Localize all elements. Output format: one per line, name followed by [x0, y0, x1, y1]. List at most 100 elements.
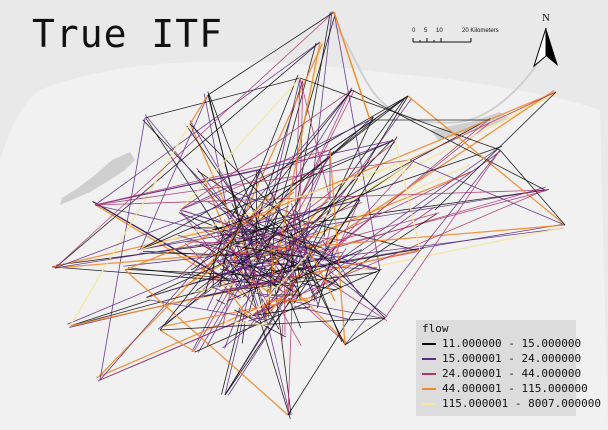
flow-line	[301, 190, 547, 256]
flow-line	[208, 94, 262, 233]
flow-line	[149, 299, 266, 321]
flow-line	[299, 77, 501, 151]
flow-line	[159, 317, 386, 331]
flow-line	[256, 293, 283, 298]
legend-label-2: 15.000001 - 24.000000	[442, 352, 582, 365]
legend-label-3: 24.000001 - 44.000000	[442, 367, 582, 380]
flow-line	[250, 306, 311, 317]
scale-label-10: 10	[436, 28, 443, 34]
flow-line	[291, 203, 299, 234]
flow-line	[267, 191, 295, 215]
flow-line	[195, 244, 267, 259]
flow-line	[99, 89, 353, 381]
flow-line	[299, 77, 331, 201]
flow-line	[234, 309, 287, 338]
flow-line	[232, 191, 289, 213]
flow-line	[333, 11, 371, 121]
flow-line	[302, 282, 337, 291]
flow-line	[305, 254, 310, 271]
flow-line	[250, 234, 253, 246]
flow-line	[242, 145, 503, 236]
flow-line	[54, 139, 396, 269]
flow-line	[206, 277, 246, 346]
flow-line	[206, 238, 240, 311]
flow-line	[275, 249, 321, 286]
flow-line	[94, 204, 381, 271]
flow-line	[199, 243, 216, 254]
legend-swatch-5	[422, 403, 436, 405]
flow-line	[293, 305, 354, 321]
north-arrow: N	[532, 12, 560, 68]
legend-item-1: 11.000000 - 15.000000	[420, 336, 592, 352]
flow-line	[282, 215, 419, 252]
flow-line	[189, 123, 252, 263]
flow-line	[329, 95, 409, 151]
legend-swatch-3	[422, 373, 436, 375]
flow-line	[224, 320, 272, 327]
flow-line	[351, 89, 546, 191]
flow-line	[318, 122, 490, 261]
flow-line	[344, 317, 386, 346]
flow-line	[254, 271, 291, 416]
flow-line	[94, 203, 251, 299]
flow-line	[245, 189, 280, 228]
flow-line	[234, 43, 323, 237]
flow-line	[242, 138, 394, 298]
flow-line	[230, 261, 278, 272]
flow-line	[220, 259, 260, 262]
flow-line	[394, 139, 421, 251]
flow-line	[94, 159, 411, 206]
flow-line	[409, 159, 566, 226]
flow-line	[179, 119, 371, 211]
flow-line	[434, 91, 557, 211]
flow-line	[230, 263, 242, 287]
flow-line	[297, 265, 301, 271]
flow-line	[235, 227, 563, 271]
scale-label-20: 20 Kilometers	[462, 28, 499, 34]
flow-line	[384, 149, 501, 319]
water-body-west	[60, 152, 135, 205]
flow-line	[258, 242, 323, 258]
flow-line	[183, 243, 259, 287]
flow-line	[310, 206, 435, 293]
flow-lines	[51, 11, 566, 420]
flow-line	[234, 245, 305, 258]
legend-item-2: 15.000001 - 24.000000	[420, 351, 592, 367]
legend-label-5: 115.000001 - 8007.000000	[442, 397, 601, 410]
flow-line	[194, 269, 381, 353]
flow-line	[329, 149, 346, 346]
flow-line	[224, 95, 409, 396]
flow-line	[179, 77, 301, 211]
flow-line	[144, 77, 301, 119]
flow-line	[223, 219, 258, 279]
flow-line	[246, 235, 274, 285]
flow-line	[258, 267, 293, 287]
flow-line	[276, 255, 290, 295]
flow-line	[287, 77, 301, 416]
legend-label-4: 44.000001 - 115.000000	[442, 382, 588, 395]
flow-line	[259, 230, 319, 255]
flow-line	[213, 217, 272, 251]
flow-line	[54, 189, 546, 269]
flow-line	[260, 118, 490, 312]
flow-line	[288, 297, 302, 329]
flow-line	[323, 221, 326, 237]
flow-line	[190, 245, 230, 271]
flow-line	[99, 189, 546, 381]
scale-bar-graphic	[412, 38, 472, 43]
flow-line	[179, 89, 353, 211]
flow-line	[300, 301, 347, 345]
flow-line	[261, 298, 280, 330]
flow-line	[289, 249, 362, 283]
flow-line	[407, 95, 566, 226]
flow-line	[286, 227, 301, 300]
flow-line	[189, 123, 386, 319]
flow-line	[327, 278, 339, 288]
legend: flow 11.000000 - 15.000000 15.000001 - 2…	[416, 320, 601, 416]
flow-line	[207, 201, 250, 226]
flow-line	[240, 117, 373, 238]
flow-line	[94, 169, 261, 206]
flow-line	[159, 329, 196, 353]
flow-line	[246, 221, 249, 242]
flow-line	[241, 321, 246, 344]
